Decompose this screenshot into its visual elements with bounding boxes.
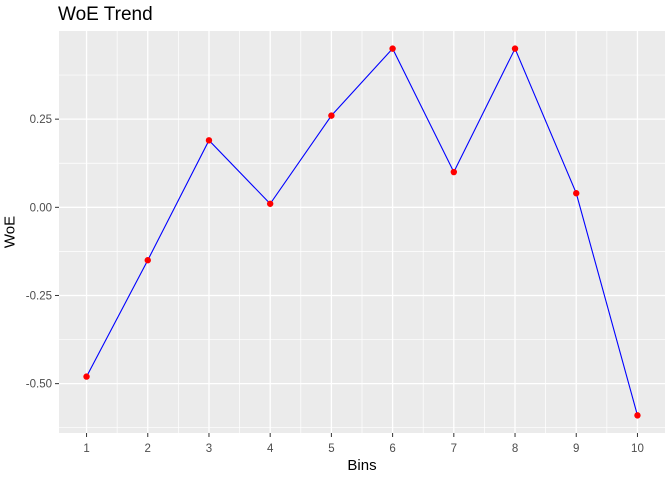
data-point	[634, 412, 641, 419]
x-tick-label: 1	[83, 443, 89, 455]
x-tick-label: 5	[328, 443, 334, 455]
x-tick-label: 9	[573, 443, 579, 455]
data-point	[205, 137, 213, 144]
x-tick-label: 2	[145, 443, 151, 455]
data-point	[573, 190, 580, 197]
x-tick-label: 8	[512, 443, 518, 455]
x-tick-label: 4	[267, 443, 274, 455]
plot-title: WoE Trend	[58, 4, 153, 25]
x-tick-label: 7	[451, 443, 457, 455]
x-tick-label: 3	[206, 443, 212, 455]
trend-line	[86, 47, 638, 416]
data-point	[144, 257, 151, 264]
data-point	[83, 373, 90, 380]
data-point	[389, 45, 396, 52]
x-axis-title: Bins	[347, 457, 377, 474]
y-tick-label: -0.50	[26, 379, 52, 391]
y-tick-label: -0.25	[26, 290, 52, 302]
x-tick-label: 6	[389, 443, 395, 455]
x-tick-label: 10	[631, 443, 644, 455]
data-point	[511, 45, 519, 52]
y-tick-label: 0.25	[30, 114, 52, 126]
data-point	[328, 112, 335, 119]
data-point	[266, 200, 274, 207]
y-axis-title: WoE	[1, 215, 19, 249]
data-point	[450, 168, 458, 176]
y-tick-label: 0.00	[30, 202, 52, 214]
